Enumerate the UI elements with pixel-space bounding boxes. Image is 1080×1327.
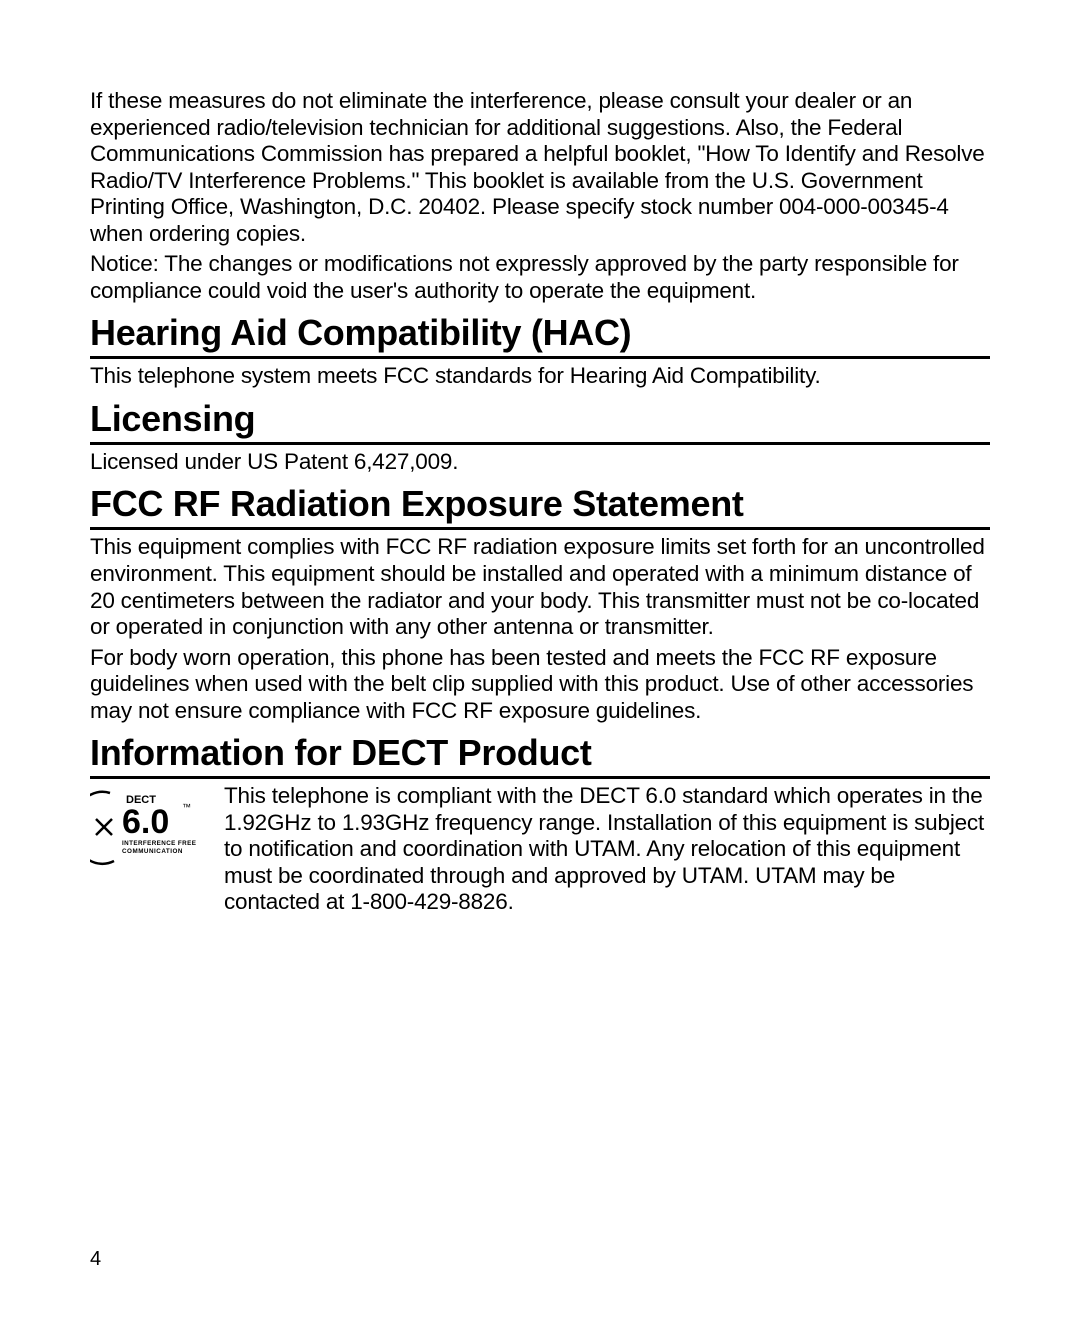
- dect-logo-sub1: INTERFERENCE FREE: [122, 840, 196, 847]
- licensing-body: Licensed under US Patent 6,427,009.: [90, 449, 990, 476]
- dect-body: This telephone is compliant with the DEC…: [224, 783, 990, 916]
- dect-logo-main: 6.0: [122, 803, 169, 841]
- licensing-heading: Licensing: [90, 398, 990, 445]
- hac-body: This telephone system meets FCC standard…: [90, 363, 990, 390]
- fcc-rf-paragraph-2: For body worn operation, this phone has …: [90, 645, 990, 725]
- dect-logo-icon: DECT 6.0 ™ INTERFERENCE FREE COMMUNICATI…: [90, 783, 210, 883]
- page-number: 4: [90, 1248, 101, 1271]
- dect-logo-tm: ™: [182, 802, 191, 812]
- dect-row: DECT 6.0 ™ INTERFERENCE FREE COMMUNICATI…: [90, 783, 990, 920]
- fcc-rf-paragraph-1: This equipment complies with FCC RF radi…: [90, 534, 990, 640]
- dect-heading: Information for DECT Product: [90, 732, 990, 779]
- intro-paragraph-1: If these measures do not eliminate the i…: [90, 88, 990, 247]
- dect-logo-sub2: COMMUNICATION: [122, 848, 183, 855]
- hac-heading: Hearing Aid Compatibility (HAC): [90, 312, 990, 359]
- fcc-rf-heading: FCC RF Radiation Exposure Statement: [90, 483, 990, 530]
- intro-paragraph-2: Notice: The changes or modifications not…: [90, 251, 990, 304]
